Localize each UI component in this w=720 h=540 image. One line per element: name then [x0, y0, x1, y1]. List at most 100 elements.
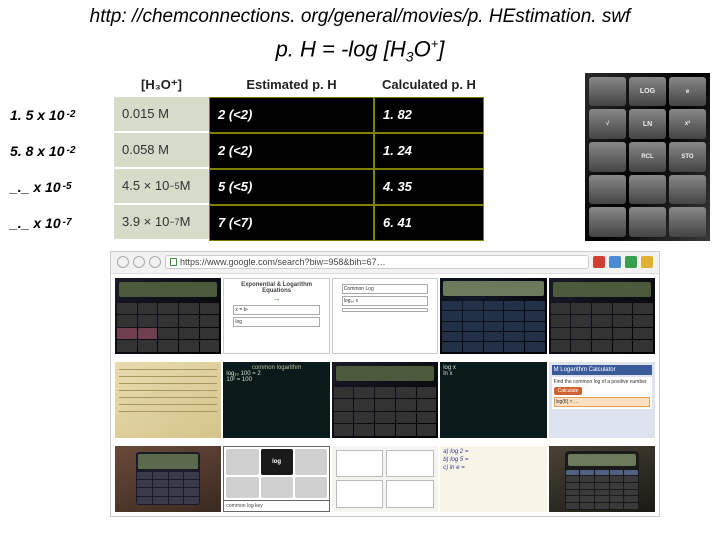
- calc-key: [589, 77, 626, 107]
- sci-coef: 4.5 × 10: [122, 178, 169, 193]
- calc-key: [669, 175, 706, 205]
- conc-exp: -2: [67, 109, 76, 120]
- conc-exp: -7: [63, 217, 72, 228]
- calc-key: [629, 207, 666, 237]
- thumb-dark-calc[interactable]: [549, 278, 655, 354]
- conc-exp: -2: [67, 145, 76, 156]
- conc-coef: 1. 5 x 10: [10, 107, 65, 123]
- image-results-row-1: Exponential & Logarithm Equations → x = …: [111, 274, 659, 358]
- url-text: https://www.google.com/search?biw=958&bi…: [180, 257, 386, 267]
- log-keys: log: [224, 447, 328, 500]
- conc-coef: _._ x 10: [10, 215, 61, 231]
- conc-exp: -5: [63, 181, 72, 192]
- thumb-black-calc[interactable]: [332, 362, 438, 438]
- cell-h3o: 0.015 M: [114, 97, 209, 133]
- thumb-scientific-calc[interactable]: [115, 278, 221, 354]
- ph-table: [H₃O⁺] Estimated p. H Calculated p. H 0.…: [114, 73, 581, 241]
- wb-box: log: [233, 317, 319, 327]
- calc-screen-icon: [443, 281, 543, 296]
- source-url: http: //chemconnections. org/general/mov…: [0, 0, 720, 30]
- concentration-list: 1. 5 x 10-2 5. 8 x 10-2 _._ x 10-5 _._ x…: [10, 73, 110, 241]
- calc-key: [589, 142, 626, 172]
- we-answer: log(8) ≈ …: [554, 397, 650, 407]
- cell-est: 2 (<2): [209, 97, 374, 133]
- cell-est: 2 (<2): [209, 133, 374, 169]
- wb-title: Exponential & Logarithm Equations: [227, 282, 325, 294]
- thumb-boxes-worksheet[interactable]: [332, 446, 438, 512]
- conc-item: 5. 8 x 10-2: [10, 133, 110, 169]
- cell-calc: 4. 35: [374, 169, 484, 205]
- calc-keypad: LOG e √ LN x² RCL STO: [585, 73, 710, 241]
- conc-coef: 5. 8 x 10: [10, 143, 65, 159]
- image-search-collage: https://www.google.com/search?biw=958&bi…: [110, 251, 660, 517]
- nav-fwd-icon[interactable]: [133, 256, 145, 268]
- calc-key: x²: [669, 109, 706, 139]
- ti-body-icon: [565, 451, 639, 510]
- reload-icon[interactable]: [149, 256, 161, 268]
- thumb-whiteboard-diagram[interactable]: Exponential & Logarithm Equations → x = …: [223, 278, 329, 354]
- cell-calc: 6. 41: [374, 205, 484, 241]
- cell-calc: 1. 24: [374, 133, 484, 169]
- formula-text: p. H = -log [H: [276, 36, 406, 61]
- main-data-row: 1. 5 x 10-2 5. 8 x 10-2 _._ x 10-5 _._ x…: [0, 73, 720, 241]
- we-header: M Logarithm Calculator: [552, 365, 652, 375]
- bb-line: 10² = 100: [226, 377, 326, 383]
- extension-icon[interactable]: [641, 256, 653, 268]
- thumb-worked-example[interactable]: M Logarithm Calculator Find the common l…: [549, 362, 655, 438]
- calc-key-log: LOG: [629, 77, 666, 107]
- thumb-handwritten[interactable]: a) log 2 = b) log 5 = c) ln e =: [440, 446, 546, 512]
- thumb-notebook[interactable]: [115, 362, 221, 438]
- calc-key-ln: LN: [629, 109, 666, 139]
- calculate-button: Calculate: [554, 387, 583, 395]
- extension-icon[interactable]: [593, 256, 605, 268]
- cell-est: 7 (<7): [209, 205, 374, 241]
- calculator-closeup: LOG e √ LN x² RCL STO: [585, 73, 710, 241]
- conc-item: 1. 5 x 10-2: [10, 97, 110, 133]
- cell-est: 5 (<5): [209, 169, 374, 205]
- cell-h3o: 4.5 × 10−5 M: [114, 169, 209, 205]
- calc-screen-icon: [336, 366, 434, 381]
- col-header-h3o: [H₃O⁺]: [114, 73, 209, 97]
- wb-box: log₁₀ x: [342, 296, 428, 306]
- extension-icon[interactable]: [625, 256, 637, 268]
- calc-key: [629, 175, 666, 205]
- thumb-chalkboard[interactable]: log x ln x: [440, 362, 546, 438]
- formula-text-2: O: [414, 36, 431, 61]
- calc-screen-icon: [119, 282, 217, 297]
- arrow-icon: →: [227, 294, 325, 303]
- nav-back-icon[interactable]: [117, 256, 129, 268]
- log-key-icon: log: [261, 449, 293, 476]
- wb-box: x = bⁿ: [233, 305, 319, 315]
- calc-key-rcl: RCL: [629, 142, 666, 172]
- image-results-row-2: common logarithm log₁₀ 100 = 2 10² = 100…: [111, 358, 659, 442]
- conc-coef: _._ x 10: [10, 179, 61, 195]
- extension-icon[interactable]: [609, 256, 621, 268]
- formula-sub: 3: [406, 49, 414, 65]
- cell-calc: 1. 82: [374, 97, 484, 133]
- thumb-log-key-card[interactable]: log common log key: [223, 446, 329, 512]
- calc-buttons-icon: [549, 301, 655, 354]
- thumb-ti-calculator[interactable]: [549, 446, 655, 512]
- wb-box: Common Log: [342, 284, 428, 294]
- log-caption: common log key: [224, 500, 328, 511]
- sci-coef: 3.9 × 10: [122, 214, 169, 229]
- calc-key: e: [669, 77, 706, 107]
- thumb-blackboard[interactable]: common logarithm log₁₀ 100 = 2 10² = 100: [223, 362, 329, 438]
- url-input[interactable]: https://www.google.com/search?biw=958&bi…: [165, 255, 589, 269]
- calc-key: [669, 207, 706, 237]
- calc-screen-icon: [553, 282, 651, 297]
- thumb-hand-calculator[interactable]: [115, 446, 221, 512]
- calc-key: [589, 207, 626, 237]
- lock-icon: [170, 258, 177, 266]
- hand-calc-icon: [136, 452, 200, 505]
- sci-exp: −7: [169, 217, 179, 227]
- address-bar: https://www.google.com/search?biw=958&bi…: [111, 252, 659, 274]
- thumb-log-notes[interactable]: Common Log log₁₀ x: [332, 278, 438, 354]
- conc-item: _._ x 10-5: [10, 169, 110, 205]
- ph-formula: p. H = -log [H3O+]: [0, 30, 720, 73]
- calc-buttons-icon: [332, 385, 438, 438]
- col-header-est: Estimated p. H: [209, 73, 374, 97]
- we-text: Find the common log of a positive number: [554, 379, 647, 385]
- thumb-blue-calc[interactable]: [440, 278, 546, 354]
- cell-h3o: 3.9 × 10−7 M: [114, 205, 209, 241]
